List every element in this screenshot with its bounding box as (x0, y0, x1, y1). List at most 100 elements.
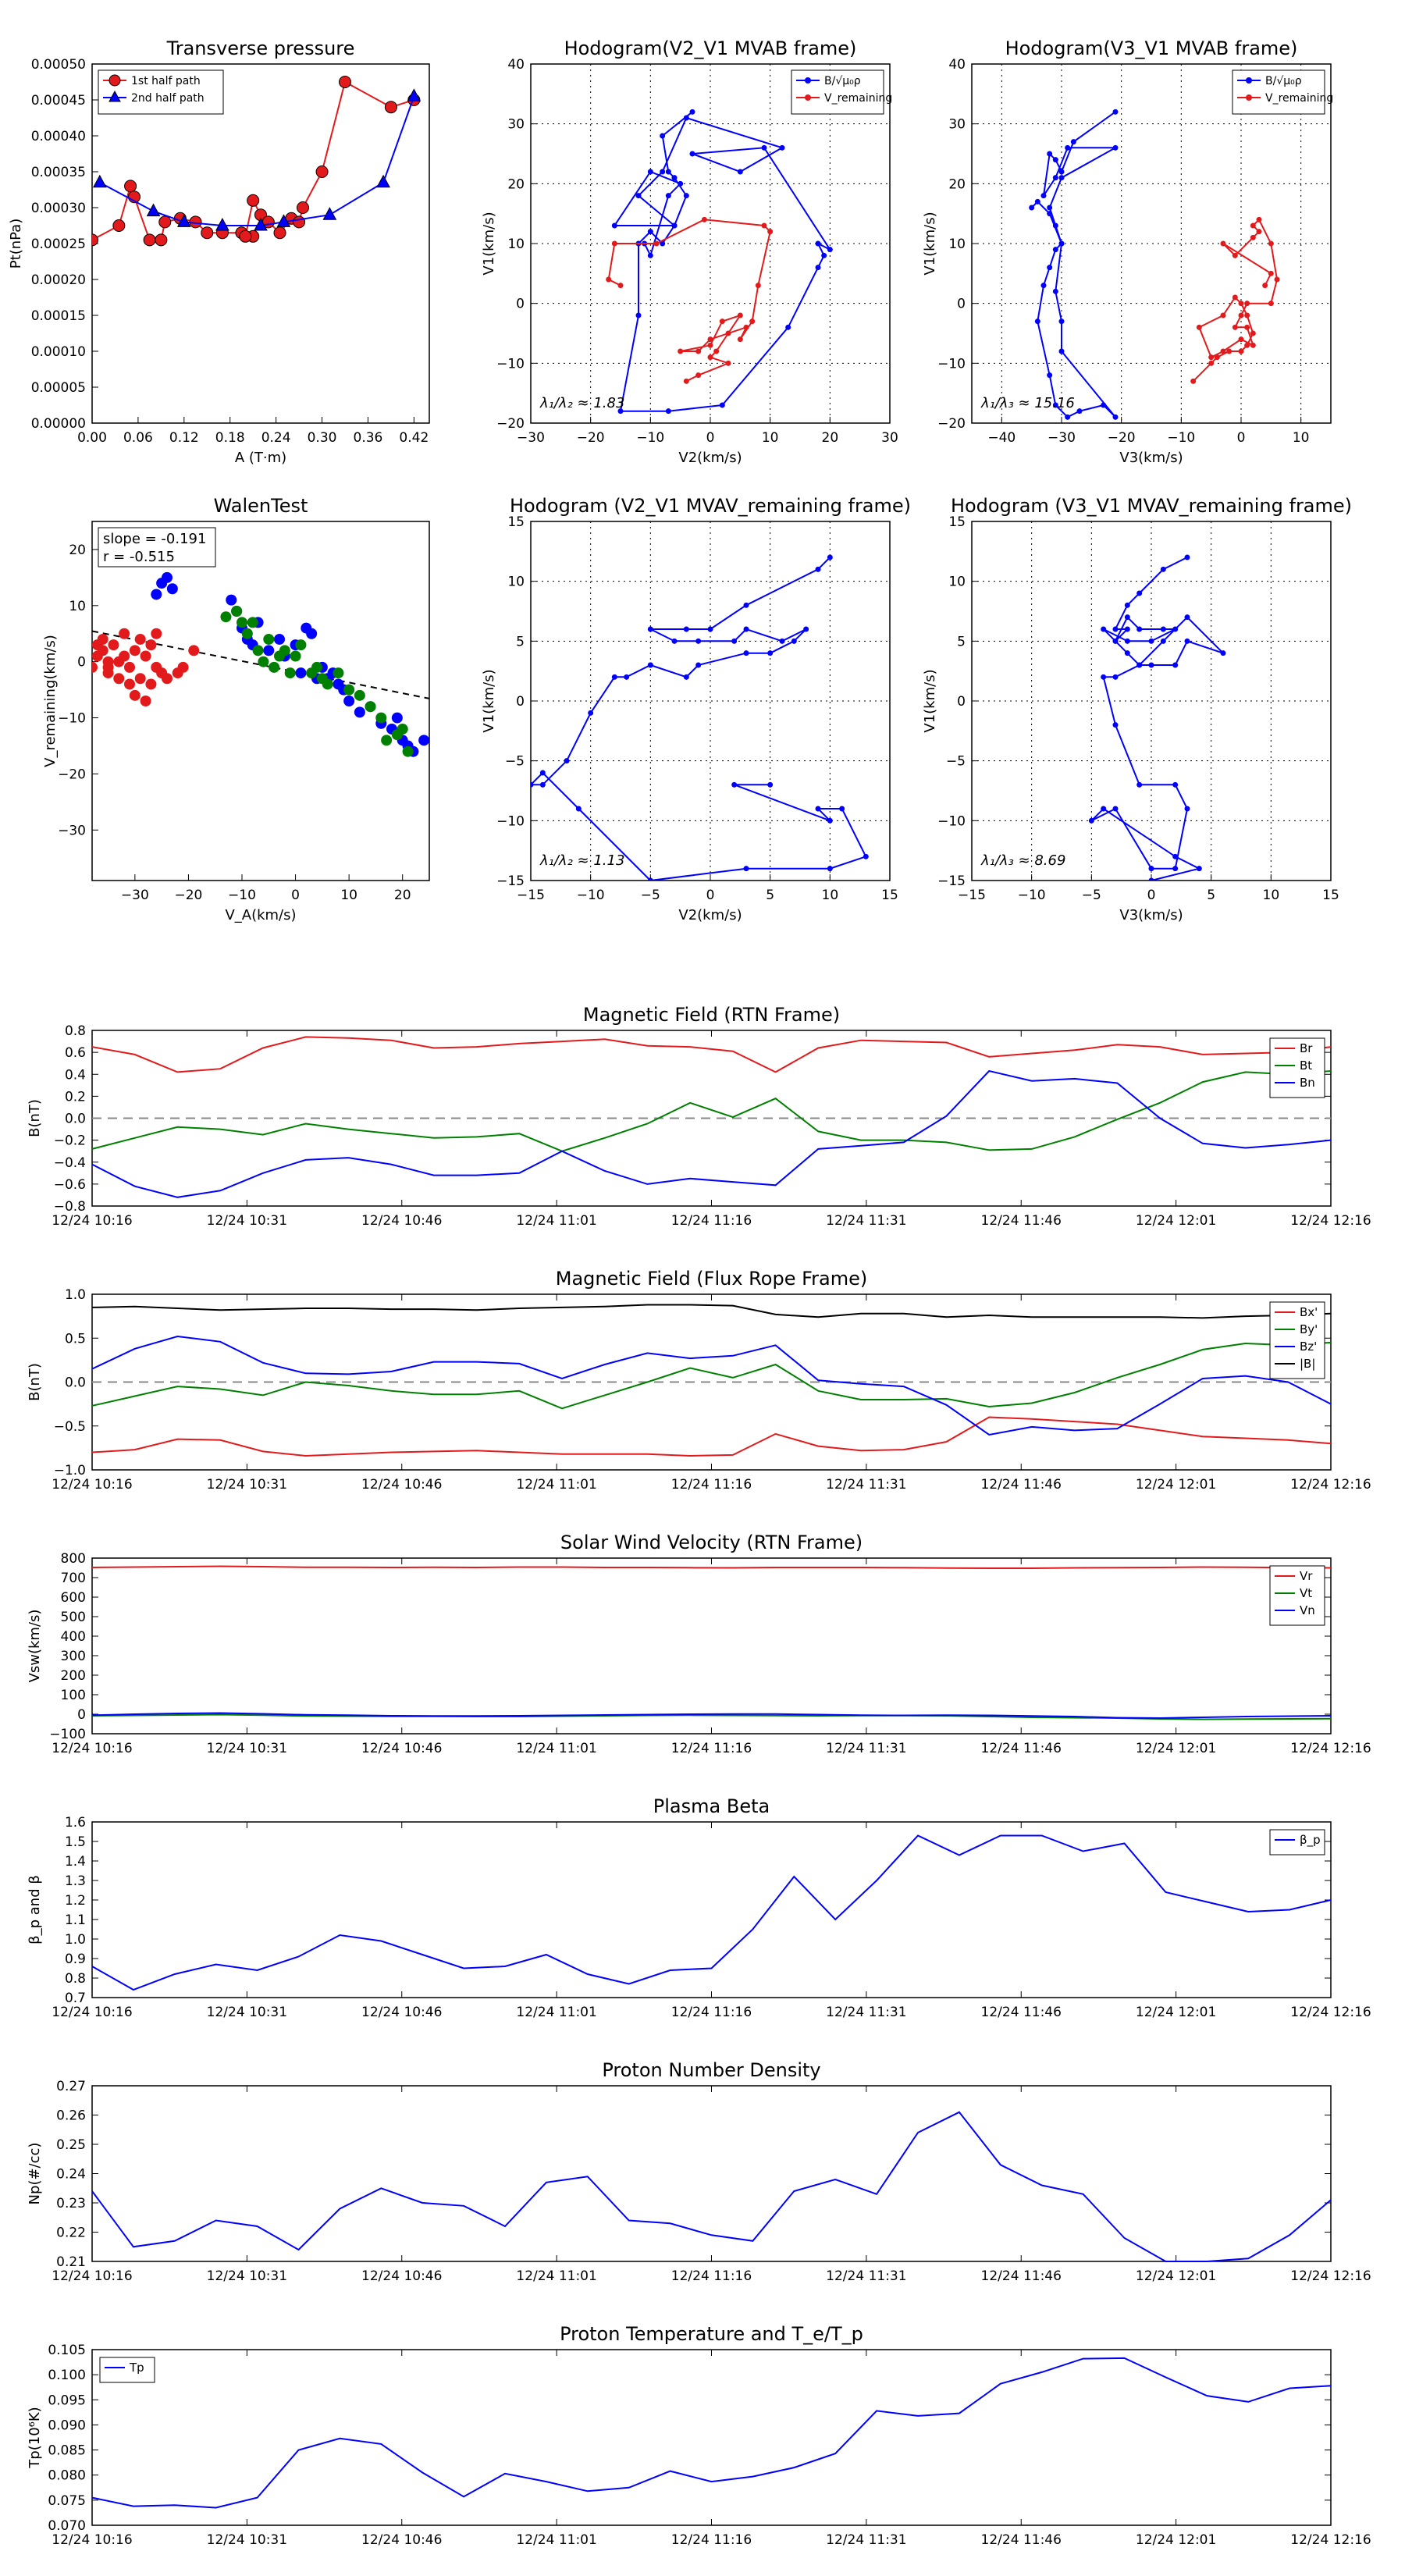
data-point (162, 673, 173, 685)
x-tick-label: 10 (1293, 430, 1310, 446)
data-point (322, 678, 333, 690)
data-point (306, 628, 318, 639)
data-point (707, 336, 713, 343)
x-axis-label: V_A(km/s) (225, 907, 296, 923)
data-point (354, 706, 365, 718)
data-point (863, 853, 869, 859)
time-tick-label: 12/24 10:46 (361, 2005, 442, 2020)
data-point (215, 217, 229, 231)
series-line (91, 2357, 1332, 2509)
x-tick-label: −20 (174, 888, 202, 903)
time-tick-label: 12/24 11:01 (516, 2532, 596, 2548)
data-point (295, 639, 307, 651)
data-point (1112, 414, 1119, 420)
y-tick-label: 0.21 (56, 2254, 86, 2270)
data-point (381, 735, 393, 746)
data-point (239, 229, 252, 243)
data-point (1124, 602, 1130, 608)
data-point (1124, 626, 1130, 632)
x-tick-label: −40 (987, 430, 1016, 446)
time-tick-label: 12/24 11:46 (981, 1213, 1062, 1229)
data-point (647, 252, 653, 258)
stats-box (98, 527, 216, 568)
y-tick-label: −20 (58, 767, 86, 782)
y-axis-label: Vsw(km/s) (27, 1610, 43, 1683)
y-tick-label: 0 (957, 297, 966, 312)
data-point (220, 611, 232, 623)
y-tick-label: 0.9 (65, 1952, 86, 1967)
y-tick-label: 0 (516, 694, 525, 710)
data-point (1148, 662, 1154, 668)
data-point (1058, 318, 1065, 325)
data-point (254, 217, 268, 231)
data-point (647, 229, 653, 235)
data-point (188, 645, 200, 656)
time-tick-label: 12/24 10:16 (52, 2005, 132, 2020)
x-tick-label: 0.18 (215, 430, 245, 446)
x-tick-label: 10 (1263, 888, 1280, 903)
data-point (293, 215, 306, 229)
y-tick-label: 0.00045 (31, 93, 86, 109)
y-tick-label: 30 (507, 117, 525, 133)
data-point (1148, 866, 1154, 872)
data-point (743, 626, 749, 632)
y-axis-label: B(nT) (27, 1363, 43, 1401)
plot-frame (971, 521, 1332, 881)
data-point (1052, 288, 1058, 294)
y-tick-label: −30 (58, 823, 86, 838)
data-point (647, 626, 653, 632)
time-tick-label: 12/24 12:01 (1136, 1477, 1216, 1493)
y-tick-label: 0.7 (65, 1991, 86, 2006)
data-point (839, 806, 845, 812)
x-tick-label: 10 (762, 430, 779, 446)
y-tick-label: 0.105 (48, 2343, 86, 2358)
time-tick-label: 12/24 11:16 (671, 1741, 752, 1756)
data-point (719, 318, 725, 325)
chart-title: WalenTest (214, 495, 308, 517)
y-tick-label: 200 (61, 1668, 86, 1684)
legend-label: |B| (1300, 1357, 1315, 1371)
data-point (1112, 626, 1119, 632)
data-point (1232, 324, 1238, 330)
time-tick-label: 12/24 10:46 (361, 1741, 442, 1756)
data-point (1172, 781, 1179, 788)
data-point (671, 222, 678, 229)
data-point (731, 638, 738, 644)
data-point (354, 689, 365, 701)
data-point (1101, 674, 1107, 680)
legend-label: B/√μ₀ρ (1265, 75, 1302, 87)
data-point (665, 169, 671, 175)
y-tick-label: 0.00010 (31, 344, 86, 360)
y-tick-label: −0.5 (54, 1419, 86, 1435)
y-tick-label: 0.2 (65, 1089, 86, 1105)
data-point (343, 684, 355, 696)
data-point (779, 638, 785, 644)
legend-label: B/√μ₀ρ (824, 75, 861, 87)
legend-label: Bt (1300, 1059, 1312, 1073)
y-tick-label: 10 (507, 575, 525, 590)
slope-label: slope = -0.191 (103, 531, 206, 547)
plot-frame (91, 2349, 1332, 2526)
y-tick-label: 1.5 (65, 1834, 86, 1850)
data-point (365, 701, 376, 713)
time-tick-label: 12/24 11:46 (981, 1741, 1062, 1756)
data-point (611, 222, 617, 229)
data-point (1052, 247, 1058, 253)
data-point (269, 661, 280, 673)
data-point (1160, 626, 1166, 632)
data-point (683, 378, 689, 384)
chart-title: Hodogram(V2_V1 MVAB frame) (564, 37, 857, 59)
y-axis-label: Pt(nPa) (8, 219, 24, 269)
data-point (284, 667, 296, 679)
data-point (146, 203, 161, 217)
time-tick-label: 12/24 12:01 (1136, 2268, 1216, 2284)
y-tick-label: 40 (507, 57, 525, 73)
data-point (1029, 205, 1035, 211)
time-tick-label: 12/24 11:31 (826, 2005, 906, 2020)
data-point (660, 240, 666, 247)
x-tick-label: −10 (228, 888, 256, 903)
series-line (91, 2111, 1332, 2262)
data-point (671, 175, 678, 181)
